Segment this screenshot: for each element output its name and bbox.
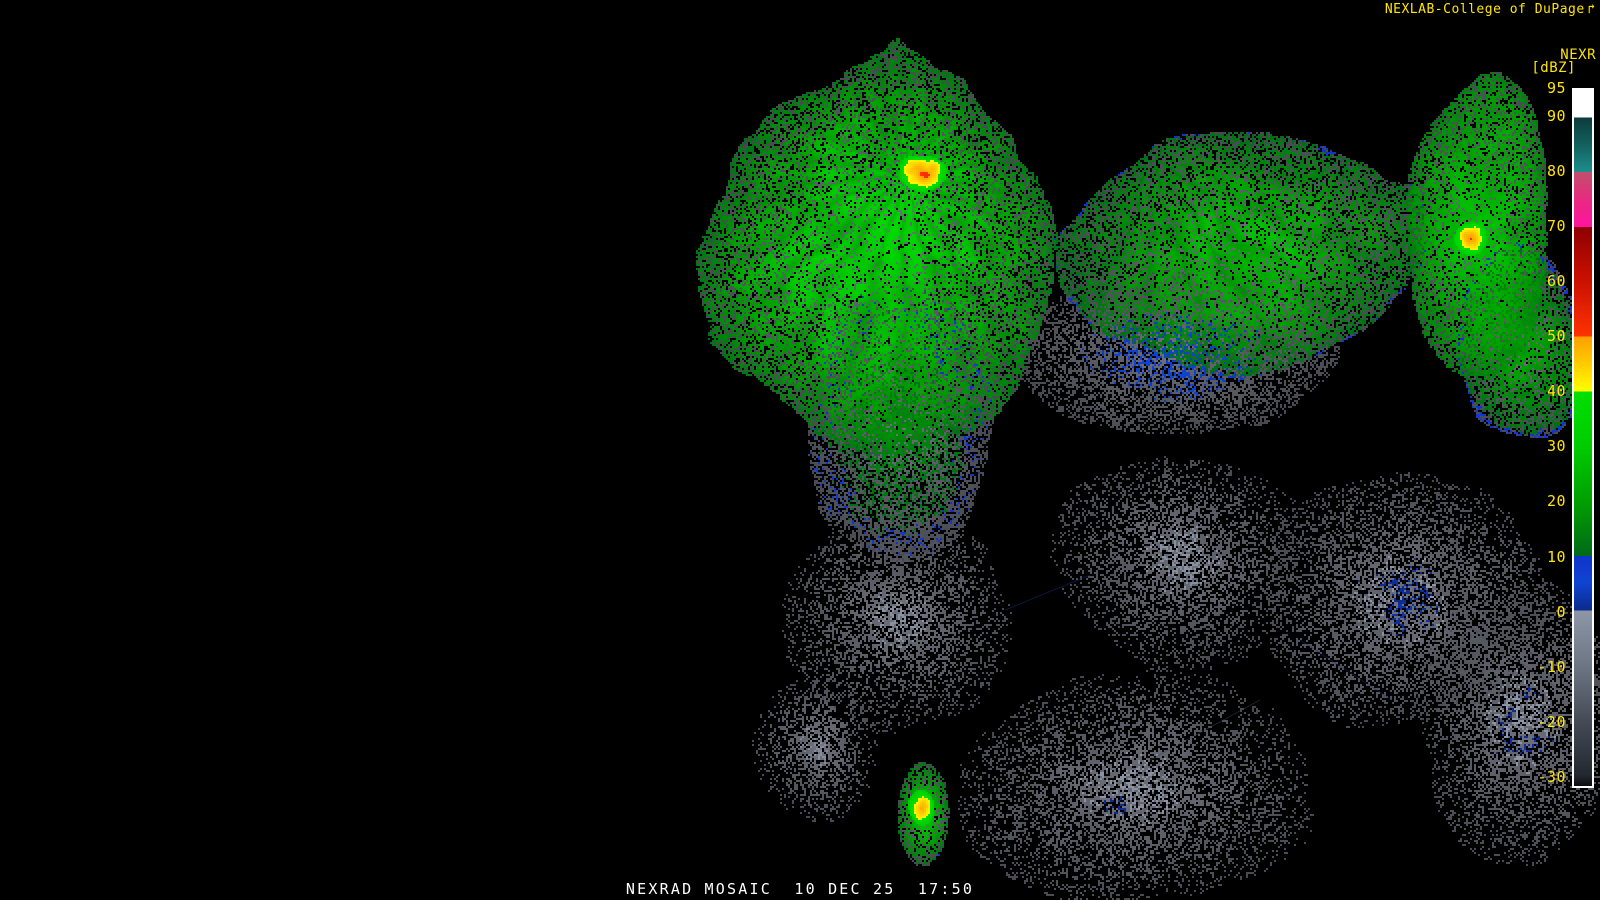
legend-tick: 70 — [1546, 216, 1566, 235]
legend-tick: 50 — [1546, 327, 1566, 346]
legend-tick: -30 — [1537, 767, 1566, 786]
legend-product-label: NEXR — [1560, 47, 1596, 63]
legend-tick: 20 — [1546, 492, 1566, 511]
legend-tick: -10 — [1537, 657, 1566, 676]
legend-tick: 60 — [1546, 271, 1566, 290]
colorbar-gradient — [1574, 90, 1592, 786]
legend-tick: 0 — [1556, 602, 1566, 621]
brand-glyph-icon: ↱ — [1587, 2, 1596, 17]
legend-tick: 95 — [1546, 79, 1566, 97]
status-bar: NEXRAD MOSAIC 10 DEC 25 17:50 — [625, 880, 975, 898]
legend-tick: 80 — [1546, 161, 1566, 180]
legend-tick: 90 — [1546, 106, 1566, 125]
attribution-label: NEXLAB-College of DuPage ↱ — [1385, 2, 1596, 17]
colorbar[interactable] — [1572, 88, 1594, 788]
legend-tick: 10 — [1546, 547, 1566, 566]
reflectivity-legend: NEXR [dBZ] 95 90 80 70 60 50 40 30 20 10 0 -10 -20 -3… — [1496, 44, 1600, 804]
legend-units-label: [dBZ] — [1531, 60, 1576, 76]
attribution-text: NEXLAB-College of DuPage — [1384, 2, 1585, 17]
legend-tick-labels: 95 90 80 70 60 50 40 30 20 10 0 -10 -20 -30 — [1496, 44, 1566, 804]
legend-tick: 40 — [1546, 382, 1566, 401]
legend-tick: 30 — [1546, 437, 1566, 456]
legend-tick: -20 — [1537, 712, 1566, 731]
